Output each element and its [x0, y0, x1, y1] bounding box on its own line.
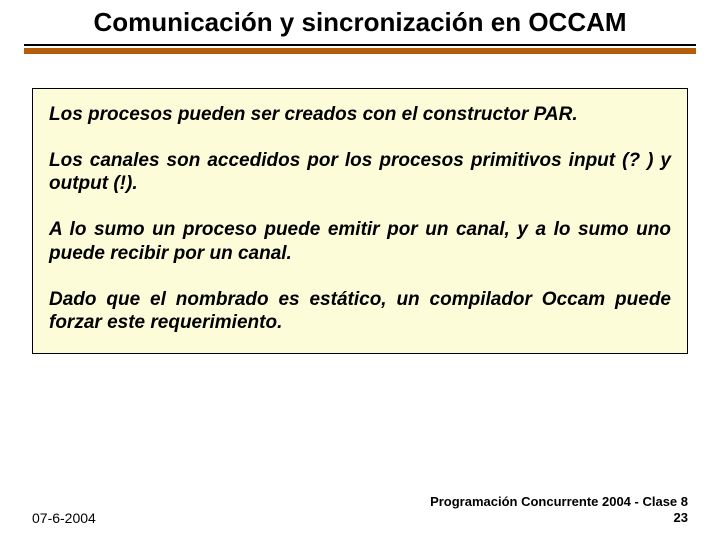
paragraph: A lo sumo un proceso puede emitir por un…	[49, 218, 671, 266]
title-underline	[24, 44, 696, 52]
footer-page-number: 23	[430, 510, 688, 526]
page-title: Comunicación y sincronización en OCCAM	[0, 0, 720, 40]
footer-date: 07-6-2004	[32, 510, 96, 526]
footer: 07-6-2004 Programación Concurrente 2004 …	[0, 494, 720, 527]
footer-right: Programación Concurrente 2004 - Clase 8 …	[430, 494, 688, 527]
slide: Comunicación y sincronización en OCCAM L…	[0, 0, 720, 540]
content-box: Los procesos pueden ser creados con el c…	[32, 88, 688, 354]
paragraph: Dado que el nombrado es estático, un com…	[49, 288, 671, 336]
footer-course: Programación Concurrente 2004 - Clase 8	[430, 494, 688, 510]
paragraph: Los procesos pueden ser creados con el c…	[49, 103, 671, 127]
paragraph: Los canales son accedidos por los proces…	[49, 149, 671, 197]
